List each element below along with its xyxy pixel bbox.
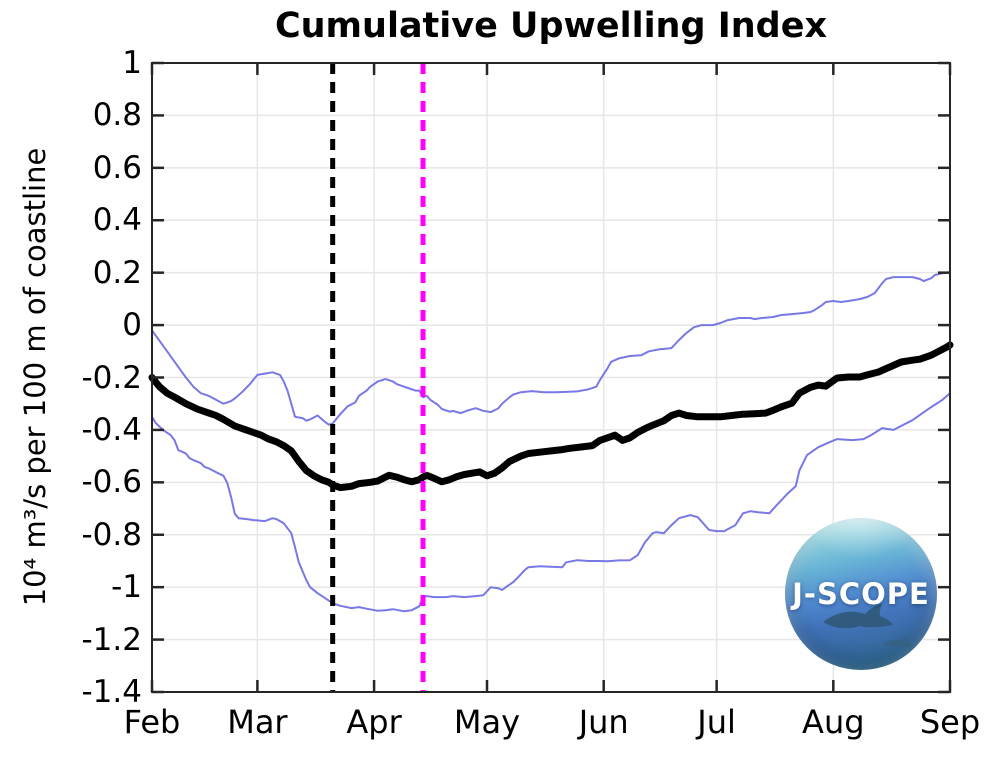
y-tick-label: -0.8 <box>81 516 143 553</box>
y-tick-label: 0.6 <box>92 149 142 186</box>
jscope-logo-label: J-SCOPE <box>792 577 930 611</box>
y-tick-label: 1 <box>122 45 142 81</box>
y-tick-label: 0.2 <box>92 254 142 291</box>
lower-bound-line <box>151 392 951 613</box>
y-tick-label: 0 <box>122 307 142 344</box>
fish-icon <box>823 604 913 647</box>
x-tick-label: Apr <box>346 703 402 741</box>
y-tick-label: -0.6 <box>81 464 143 501</box>
x-tick-label: Sep <box>919 703 981 741</box>
x-tick-label: Mar <box>227 703 288 741</box>
upper-bound-line <box>151 271 951 426</box>
y-tick-label: -1.2 <box>81 621 143 658</box>
x-tick-label: Aug <box>802 703 865 741</box>
y-tick-label: -0.4 <box>81 411 143 448</box>
x-tick-label: Jul <box>697 703 736 741</box>
x-tick-label: Jun <box>578 703 629 741</box>
x-tick-label: May <box>453 703 521 741</box>
y-tick-label: -1 <box>111 569 142 606</box>
y-tick-label: 0.4 <box>92 202 142 239</box>
x-tick-label: Feb <box>123 703 181 741</box>
cumulative-upwelling-index-line <box>148 341 954 492</box>
y-tick-label: -1.4 <box>81 674 143 710</box>
chart-title: Cumulative Upwelling Index <box>274 6 828 46</box>
y-tick-label: -0.2 <box>81 359 143 396</box>
jscope-logo: J-SCOPE <box>785 518 937 670</box>
y-tick-label: 0.8 <box>92 97 142 134</box>
